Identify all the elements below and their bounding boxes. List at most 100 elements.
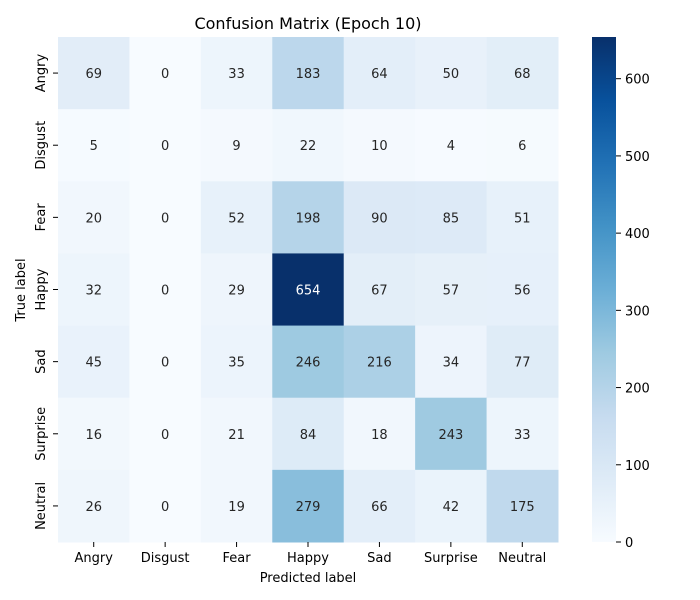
y-tick-label: Fear [34, 203, 49, 232]
heatmap-cell [415, 109, 488, 182]
cell-value-label: 198 [296, 211, 321, 226]
cell-value-label: 0 [161, 356, 169, 371]
heatmap-cell [200, 325, 273, 399]
colorbar-tick-label: 100 [625, 459, 650, 474]
cell-value-label: 67 [371, 284, 388, 299]
heatmap-cell [58, 181, 130, 254]
heatmap-cell [343, 325, 416, 399]
y-tick-label: Angry [34, 54, 49, 93]
heatmap-cell [129, 37, 202, 110]
heatmap-cell [200, 109, 273, 182]
colorbar-tick-label: 400 [625, 227, 650, 242]
heatmap-cell [415, 469, 488, 543]
cell-value-label: 246 [296, 356, 321, 371]
cell-value-label: 9 [232, 139, 240, 154]
cell-value-label: 52 [228, 211, 245, 226]
cell-value-label: 90 [371, 211, 388, 226]
heatmap-cell [343, 397, 416, 471]
cell-value-label: 69 [85, 67, 102, 82]
heatmap-cell [343, 181, 416, 254]
y-tick-label: Happy [34, 268, 49, 310]
cell-value-label: 33 [228, 67, 245, 82]
cell-value-label: 175 [510, 500, 535, 515]
heatmap-cell [343, 469, 416, 543]
cell-value-label: 34 [443, 356, 460, 371]
chart-title: Confusion Matrix (Epoch 10) [194, 14, 421, 33]
cell-value-label: 279 [296, 500, 321, 515]
heatmap-cell [415, 397, 488, 471]
y-tick-label: Sad [34, 349, 49, 373]
cell-value-label: 33 [514, 428, 531, 443]
x-tick-label: Surprise [424, 551, 478, 566]
heatmap-cell [415, 37, 488, 110]
heatmap-cell [200, 181, 273, 254]
colorbar-tick-label: 0 [625, 536, 633, 551]
x-tick-label: Angry [74, 551, 113, 566]
y-tick-label: Disgust [34, 121, 49, 170]
cell-value-label: 35 [228, 356, 245, 371]
heatmap-cell [200, 253, 273, 327]
heatmap-cell [415, 181, 488, 254]
heatmap-cell [129, 109, 202, 182]
heatmap-cell [129, 397, 202, 471]
x-axis-label: Predicted label [260, 571, 357, 586]
cell-value-label: 85 [443, 211, 460, 226]
cell-value-label: 0 [161, 428, 169, 443]
cell-value-label: 6 [518, 139, 526, 154]
cell-value-label: 183 [296, 67, 321, 82]
heatmap-cell [486, 37, 559, 110]
heatmap-cell [272, 181, 345, 254]
cell-value-label: 32 [85, 284, 102, 299]
cell-value-label: 57 [443, 284, 460, 299]
colorbar-tick-label: 200 [625, 382, 650, 397]
heatmap-cell [486, 181, 559, 254]
x-tick-label: Neutral [498, 551, 546, 566]
cell-value-label: 4 [447, 139, 455, 154]
cell-value-label: 64 [371, 67, 388, 82]
heatmap-cell [58, 253, 130, 327]
cell-value-label: 84 [300, 428, 317, 443]
heatmap-cell [272, 325, 345, 399]
heatmap-cell [200, 469, 273, 543]
cell-value-label: 16 [85, 428, 102, 443]
heatmap-cell [272, 37, 345, 110]
cell-value-label: 216 [367, 356, 392, 371]
cell-value-label: 22 [300, 139, 317, 154]
heatmap-cell [272, 469, 345, 543]
heatmap-cell [58, 397, 130, 471]
heatmap-cell [343, 253, 416, 327]
cell-value-label: 0 [161, 211, 169, 226]
x-axis-ticks: Angry Disgust Fear Happy Sad Surprise Neutral [74, 542, 546, 566]
heatmap-cell [343, 37, 416, 110]
cell-value-label: 68 [514, 67, 531, 82]
x-tick-label: Sad [367, 551, 391, 566]
cell-value-label: 243 [438, 428, 463, 443]
cell-value-label: 0 [161, 139, 169, 154]
heatmap-cell [486, 109, 559, 182]
cell-value-label: 0 [161, 67, 169, 82]
x-tick-label: Disgust [141, 551, 190, 566]
colorbar-tick-label: 300 [625, 304, 650, 319]
cell-value-label: 20 [85, 211, 102, 226]
cell-value-label: 10 [371, 139, 388, 154]
cell-value-label: 21 [228, 428, 245, 443]
cell-value-label: 0 [161, 284, 169, 299]
colorbar-tick-label: 500 [625, 150, 650, 165]
cell-value-label: 56 [514, 284, 531, 299]
x-tick-label: Happy [287, 551, 329, 566]
y-axis-label: True label [14, 258, 29, 322]
heatmap-cell [343, 109, 416, 182]
heatmap-cell [58, 469, 130, 543]
heatmap-cell [415, 325, 488, 399]
y-tick-label: Surprise [34, 407, 49, 461]
cell-value-label: 29 [228, 284, 245, 299]
cell-value-label: 0 [161, 500, 169, 515]
heatmap-cell [486, 253, 559, 327]
x-tick-label: Fear [223, 551, 252, 566]
y-tick-label: Neutral [34, 482, 49, 530]
heatmap-cell [486, 469, 559, 543]
cell-value-label: 18 [371, 428, 388, 443]
colorbar: 0 100 200 300 400 500 600 [592, 37, 650, 551]
